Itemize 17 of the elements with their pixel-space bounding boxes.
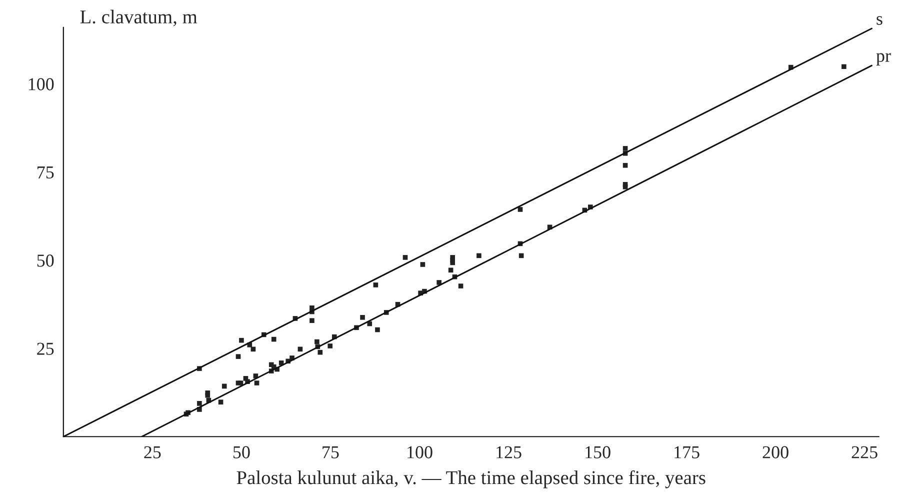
- y-tick-label: 25: [37, 342, 54, 355]
- x-tick-label: 225: [852, 446, 878, 458]
- x-axis-title: Palosta kulunut aika, v. — The time elapsed since fire, years: [236, 470, 706, 488]
- y-tick-label: 100: [28, 78, 54, 90]
- x-tick-label: 100: [408, 446, 432, 458]
- x-tick-label: 125: [496, 446, 522, 458]
- x-tick-label: 150: [586, 446, 610, 458]
- y-axis-title: L. clavatum, m: [80, 10, 198, 26]
- series-label: s: [876, 16, 882, 25]
- y-tick-label: 75: [38, 166, 54, 179]
- x-tick-label: 25: [144, 446, 161, 458]
- series-label: pr: [876, 53, 891, 66]
- x-tick-label: 50: [233, 446, 250, 458]
- x-tick-label: 175: [674, 446, 700, 458]
- y-tick-label: 50: [37, 254, 54, 267]
- x-tick-label: 75: [322, 446, 339, 458]
- x-tick-label: 200: [762, 446, 788, 458]
